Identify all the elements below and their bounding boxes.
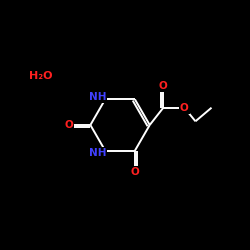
Text: O: O bbox=[180, 103, 189, 113]
Text: NH: NH bbox=[89, 148, 106, 158]
Text: O: O bbox=[64, 120, 73, 130]
Text: O: O bbox=[130, 167, 139, 177]
Text: O: O bbox=[159, 81, 168, 91]
Text: H₂O: H₂O bbox=[29, 70, 53, 81]
Text: NH: NH bbox=[89, 92, 106, 102]
